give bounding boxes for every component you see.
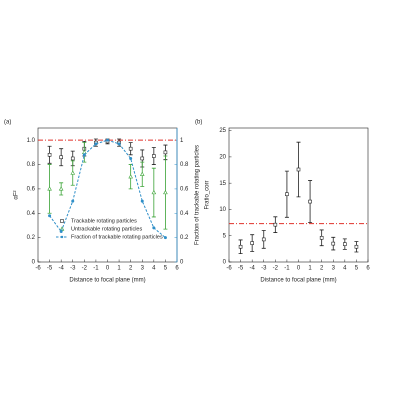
y-tick-label: 0 [223,260,227,266]
point [308,199,312,204]
y2-tick-label: 0.2 [180,235,189,241]
point [70,156,75,161]
point [47,186,52,191]
x-tick-label: -6 [35,266,41,272]
plot-frame [37,127,178,263]
point [59,230,63,234]
x-tick-label: -1 [93,266,99,272]
x-tick-label: 5 [355,266,359,272]
y-tick-label: 5 [223,233,227,239]
point [128,146,133,151]
x-tick-label: 4 [343,266,347,272]
y-tick-label: 0.6 [27,186,36,192]
x-tick-label: 1 [308,266,312,272]
y2-tick-label: 0.8 [180,162,189,168]
y2-tick-label: 0 [180,260,184,266]
point [163,236,167,240]
x-tick-label: 3 [332,266,336,272]
y-tick-label: 20 [219,154,226,160]
point [128,174,133,179]
y-tick-label: 0.4 [27,211,36,217]
point [343,242,347,246]
point [58,186,64,191]
x-tick-label: 4 [152,266,156,272]
point [296,167,301,172]
point [354,244,359,249]
y-tick-label: 1.0 [27,138,36,144]
y-axis-label: Fratio_corr [205,180,211,209]
x-tick-label: -2 [82,266,88,272]
point [59,155,63,160]
point [82,153,86,157]
y-tick-label: 10 [219,207,226,213]
y-tick-label: 15 [219,181,226,187]
point [273,222,278,227]
legend-label: Fraction of trackable rotating particles [71,234,163,240]
legend-marker [60,219,64,223]
point [140,156,145,161]
point [47,153,52,157]
legend-marker [60,235,64,239]
x-tick-label: 6 [366,266,370,272]
x-tick-label: -3 [70,266,76,272]
point [250,241,254,245]
point [238,244,243,249]
x-tick-label: -1 [284,266,290,272]
x-tick-label: 3 [141,266,145,272]
x-tick-label: -4 [249,266,255,272]
point [331,241,336,246]
x-tick-label: 2 [129,266,133,272]
x-tick-label: 2 [320,266,324,272]
point [140,199,144,203]
point [117,142,121,146]
point [163,189,168,195]
point [319,236,324,240]
y-tick-label: 0.2 [27,235,36,241]
x-tick-label: -4 [58,266,64,272]
y2-axis-label: Fraction of trackable rotating particles [195,145,201,245]
x-axis-label: Distance to focal plane (mm) [260,278,336,284]
y2-tick-label: 0.4 [180,211,189,217]
y-tick-label: 0.8 [27,162,36,168]
x-tick-label: 6 [175,266,179,272]
point [152,154,156,158]
point [139,171,145,176]
point [285,192,289,197]
legend-label: Untrackable rotating particles [71,226,142,232]
point [152,226,156,230]
x-tick-label: -5 [238,266,244,272]
y-tick-label: 25 [219,128,226,134]
point [106,138,110,142]
x-tick-label: 0 [106,266,110,272]
x-tick-label: 5 [164,266,168,272]
x-tick-label: -3 [261,266,267,272]
point [70,170,76,175]
x-tick-label: -6 [226,266,232,272]
y2-tick-label: 0.6 [180,186,189,192]
y-tick-label: 0 [32,260,36,266]
point [261,237,266,242]
point [163,150,168,155]
point [94,142,98,146]
x-tick-label: -2 [273,266,279,272]
point [71,199,75,203]
point [151,189,157,195]
x-tick-label: 0 [297,266,301,272]
y2-tick-label: 1 [180,138,184,144]
x-tick-label: 1 [117,266,121,272]
point [129,156,133,160]
y-axis-label: αF² [14,190,20,199]
panel-label: (a) [4,120,11,126]
legend-label: Trackable rotating particles [71,218,137,224]
point [48,214,52,218]
panel-label: (b) [195,120,202,126]
x-tick-label: -5 [47,266,53,272]
x-axis-label: Distance to focal plane (mm) [69,278,145,284]
